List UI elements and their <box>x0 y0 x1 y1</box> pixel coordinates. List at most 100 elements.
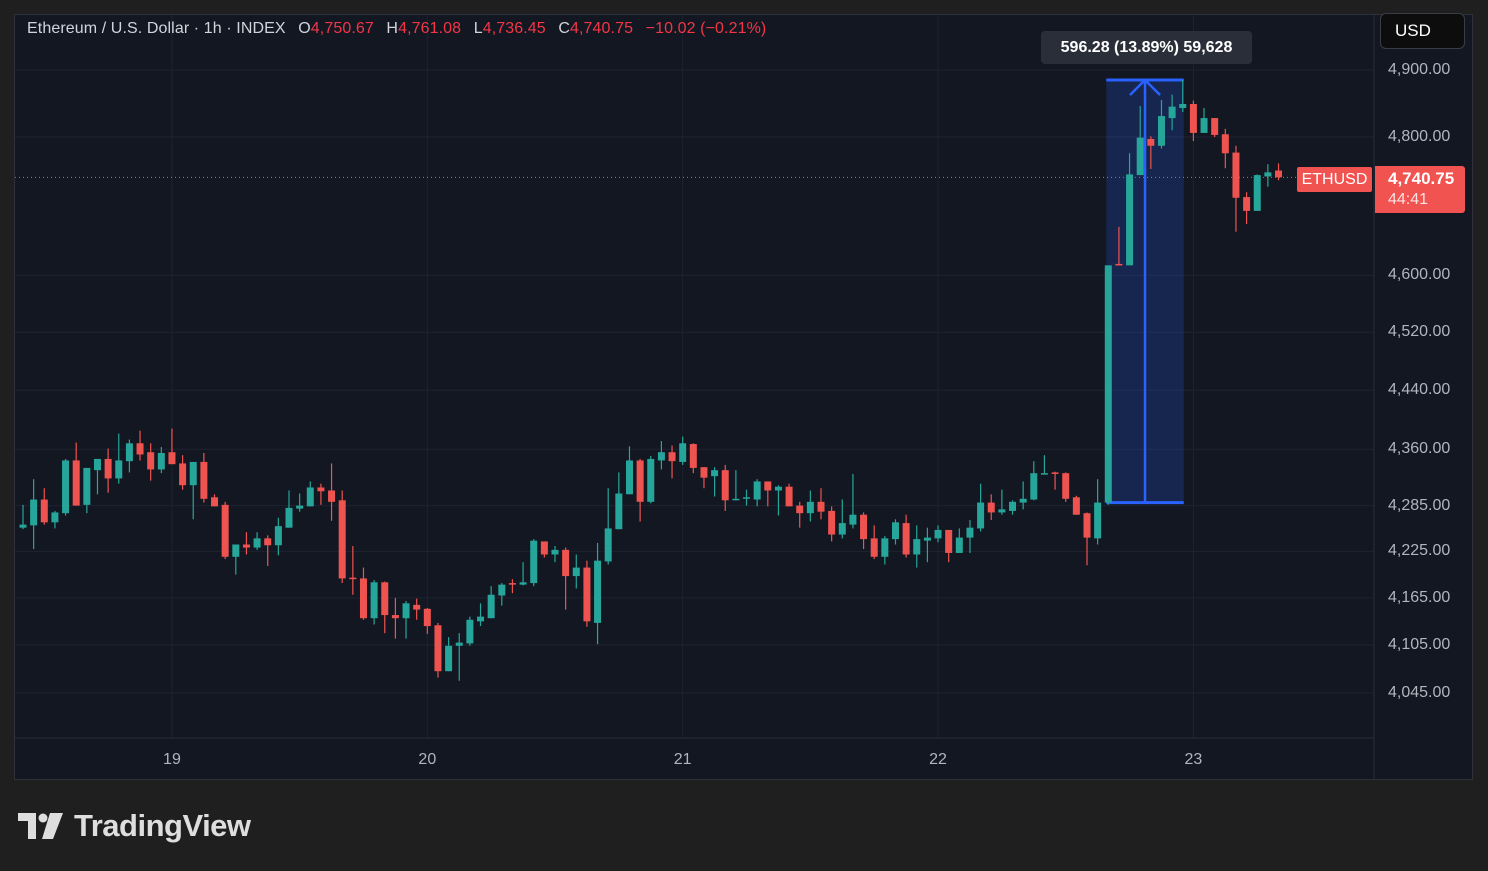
candle[interactable] <box>913 525 921 568</box>
candle[interactable] <box>817 488 825 520</box>
candle[interactable] <box>1040 455 1048 475</box>
candle[interactable] <box>796 501 804 528</box>
candle[interactable] <box>487 586 495 619</box>
candle[interactable] <box>72 442 80 506</box>
candle[interactable] <box>508 579 516 594</box>
candle[interactable] <box>51 510 59 529</box>
candle[interactable] <box>1009 500 1017 515</box>
candle[interactable] <box>966 520 974 553</box>
candle[interactable] <box>732 470 740 501</box>
candle[interactable] <box>391 597 399 639</box>
candle[interactable] <box>636 458 644 522</box>
candle[interactable] <box>381 581 389 634</box>
candle[interactable] <box>1211 118 1219 137</box>
candle[interactable] <box>1083 512 1091 566</box>
candle[interactable] <box>700 467 708 489</box>
candle[interactable] <box>40 488 48 525</box>
candle[interactable] <box>466 616 474 646</box>
candle[interactable] <box>455 633 463 681</box>
candle[interactable] <box>93 458 101 495</box>
candle[interactable] <box>1136 105 1144 176</box>
candle[interactable] <box>998 489 1006 515</box>
candle[interactable] <box>1094 479 1102 545</box>
candle[interactable] <box>615 472 623 530</box>
candle[interactable] <box>232 544 240 575</box>
candle[interactable] <box>359 567 367 620</box>
candle[interactable] <box>1062 472 1070 502</box>
candle[interactable] <box>115 433 123 484</box>
candle[interactable] <box>743 489 751 506</box>
candle[interactable] <box>764 481 772 507</box>
candle[interactable] <box>317 483 325 505</box>
candle[interactable] <box>285 490 293 528</box>
candle[interactable] <box>242 532 250 555</box>
candle[interactable] <box>328 463 336 521</box>
candle[interactable] <box>668 445 676 479</box>
candle[interactable] <box>679 436 687 465</box>
candle[interactable] <box>168 428 176 465</box>
candle[interactable] <box>1030 461 1038 501</box>
candle[interactable] <box>774 485 782 516</box>
candle[interactable] <box>338 490 346 584</box>
currency-button[interactable]: USD <box>1380 13 1465 49</box>
candle[interactable] <box>1189 100 1197 142</box>
candle[interactable] <box>104 448 112 493</box>
candle[interactable] <box>1264 164 1272 187</box>
candle[interactable] <box>1072 495 1080 515</box>
candle[interactable] <box>828 506 836 542</box>
candle[interactable] <box>370 579 378 625</box>
candle[interactable] <box>987 494 995 521</box>
candle[interactable] <box>1221 128 1229 169</box>
candle[interactable] <box>179 455 187 490</box>
candle[interactable] <box>253 532 261 550</box>
candle[interactable] <box>753 479 761 507</box>
candle[interactable] <box>413 598 421 620</box>
candle[interactable] <box>923 527 931 563</box>
candle[interactable] <box>572 554 580 589</box>
candle[interactable] <box>1253 174 1261 211</box>
candle[interactable] <box>519 562 527 586</box>
candle[interactable] <box>583 560 591 627</box>
candle[interactable] <box>689 443 697 474</box>
candle[interactable] <box>211 494 219 507</box>
candle[interactable] <box>785 483 793 507</box>
candle[interactable] <box>1126 153 1134 266</box>
candle[interactable] <box>157 447 165 474</box>
candle[interactable] <box>955 528 963 553</box>
candle[interactable] <box>423 608 431 634</box>
candle[interactable] <box>540 541 548 558</box>
candle[interactable] <box>530 539 538 587</box>
candle[interactable] <box>189 461 197 520</box>
candle[interactable] <box>1168 94 1176 131</box>
candle[interactable] <box>551 546 559 563</box>
candle[interactable] <box>83 467 91 514</box>
candle[interactable] <box>1019 481 1027 510</box>
candle[interactable] <box>945 529 953 563</box>
candle[interactable] <box>1232 145 1240 232</box>
candle[interactable] <box>1200 108 1208 133</box>
candle[interactable] <box>870 525 878 560</box>
candle[interactable] <box>838 499 846 539</box>
candle[interactable] <box>125 439 133 473</box>
candle[interactable] <box>434 622 442 678</box>
candle[interactable] <box>1051 471 1059 490</box>
tradingview-logo[interactable]: TradingView <box>18 808 251 844</box>
candle[interactable] <box>30 479 38 550</box>
candle[interactable] <box>221 501 229 560</box>
candle[interactable] <box>1275 163 1283 181</box>
candle[interactable] <box>562 547 570 610</box>
candle[interactable] <box>477 603 485 627</box>
candle[interactable] <box>147 443 155 481</box>
candle[interactable] <box>264 535 272 567</box>
candle[interactable] <box>891 519 899 545</box>
candle[interactable] <box>902 514 910 558</box>
candle[interactable] <box>1115 226 1123 266</box>
candle[interactable] <box>806 490 814 522</box>
candle[interactable] <box>625 446 633 495</box>
candle[interactable] <box>934 525 942 543</box>
candle[interactable] <box>594 542 602 645</box>
candle[interactable] <box>1179 79 1187 113</box>
candle[interactable] <box>881 536 889 565</box>
candle[interactable] <box>296 493 304 512</box>
